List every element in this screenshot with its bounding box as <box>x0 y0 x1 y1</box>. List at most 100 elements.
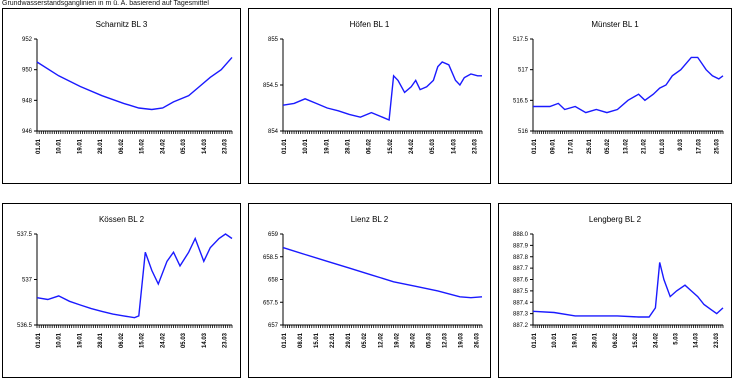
x-tick-label: 23.03 <box>714 332 720 348</box>
y-tick-label: 536.5 <box>17 323 33 329</box>
x-tick-label: 15.02 <box>140 138 146 154</box>
x-tick-label: 05.03 <box>181 332 187 348</box>
x-tick-label: 05.03 <box>181 138 187 154</box>
x-tick-label: 28.01 <box>346 138 352 154</box>
y-tick-label: 537 <box>22 278 33 284</box>
x-tick-label: 5.03 <box>673 332 679 344</box>
y-tick-label: 517 <box>518 68 529 74</box>
x-tick-label: 19.02 <box>394 332 400 348</box>
chart-svg: Lienz BL 2 657 657.5 658 658.5 659 01.01 08.01 1… <box>263 215 483 348</box>
x-tick-label: 19.01 <box>77 138 83 154</box>
x-tick-label: 14.03 <box>451 138 457 154</box>
x-tick-label: 05.03 <box>430 138 436 154</box>
chart-svg: Lengberg BL 2 887.2 887.3 887.4 887.5 887.6 88… <box>513 215 724 348</box>
y-tick-label: 887.9 <box>513 243 529 249</box>
y-tick-label: 887.2 <box>513 323 529 329</box>
x-tick-label: 24.02 <box>160 138 166 154</box>
x-tick-label: 19.03 <box>459 332 465 348</box>
x-tick-label: 15.02 <box>388 138 394 154</box>
x-tick-label: 28.01 <box>98 332 104 348</box>
y-tick-label: 950 <box>22 68 33 74</box>
x-tick-label: 10.01 <box>552 332 558 348</box>
x-tick-label: 01.01 <box>36 332 42 348</box>
x-tick-label: 05.02 <box>362 332 368 348</box>
y-tick-label: 887.8 <box>513 255 529 261</box>
x-tick-label: 14.03 <box>694 332 700 348</box>
x-tick-label: 05.02 <box>605 138 611 154</box>
x-tick-label: 19.01 <box>324 138 330 154</box>
x-tick-label: 01.01 <box>36 138 42 154</box>
x-tick-label: 19.01 <box>572 332 578 348</box>
x-tick-label: 14.03 <box>202 332 208 348</box>
y-tick-label: 952 <box>22 37 33 43</box>
x-tick-label: 24.02 <box>160 332 166 348</box>
x-tick-label: 09.01 <box>550 138 556 154</box>
chart-title: Kössen BL 2 <box>99 215 145 224</box>
series-line <box>532 262 724 318</box>
x-tick-label: 14.03 <box>202 138 208 154</box>
x-tick-label: 01.01 <box>532 332 538 348</box>
y-tick-label: 887.7 <box>513 266 529 272</box>
x-tick-label: 9.03 <box>678 138 684 150</box>
y-tick-label: 887.4 <box>513 300 529 306</box>
chart-title: Münster BL 1 <box>591 20 639 29</box>
x-tick-label: 25.01 <box>587 138 593 154</box>
x-tick-label: 25.03 <box>715 138 721 154</box>
x-tick-label: 13.02 <box>623 138 629 154</box>
x-tick-label: 26.03 <box>475 332 481 348</box>
y-tick-label: 657 <box>268 323 279 329</box>
x-tick-label: 23.03 <box>223 332 229 348</box>
series-line <box>282 246 483 299</box>
x-tick-label: 21.02 <box>642 138 648 154</box>
x-tick-label: 24.02 <box>409 138 415 154</box>
y-tick-label: 948 <box>22 98 33 104</box>
x-tick-label: 23.03 <box>473 138 479 154</box>
x-tick-label: 05.03 <box>426 332 432 348</box>
chart-title: Lengberg BL 2 <box>589 215 642 224</box>
x-tick-label: 10.01 <box>57 138 63 154</box>
y-tick-label: 946 <box>22 129 33 135</box>
x-tick-label: 22.01 <box>330 332 336 348</box>
chart-title: Lienz BL 2 <box>351 215 389 224</box>
x-tick-label: 28.01 <box>98 138 104 154</box>
chart-panel-scharnitz: Scharnitz BL 3 946 948 950 952 01.01 10.01 19.0… <box>2 8 241 184</box>
x-tick-label: 12.02 <box>378 332 384 348</box>
chart-panel-lengberg: Lengberg BL 2 887.2 887.3 887.4 887.5 887.6 88… <box>498 203 732 378</box>
x-tick-label: 06.02 <box>119 332 125 348</box>
x-tick-label: 17.01 <box>569 138 575 154</box>
chart-panel-lienz: Lienz BL 2 657 657.5 658 658.5 659 01.01 08.01 1… <box>248 203 491 378</box>
x-tick-label: 28.01 <box>593 332 599 348</box>
x-tick-label: 10.01 <box>57 332 63 348</box>
y-tick-label: 657.5 <box>263 300 279 306</box>
x-tick-label: 26.02 <box>410 332 416 348</box>
x-tick-label: 01.01 <box>282 138 288 154</box>
x-tick-label: 15.01 <box>314 332 320 348</box>
y-tick-label: 855 <box>268 37 279 43</box>
x-tick-label: 15.02 <box>633 332 639 348</box>
y-tick-label: 659 <box>268 232 279 238</box>
x-tick-label: 10.01 <box>303 138 309 154</box>
x-tick-label: 19.01 <box>77 332 83 348</box>
x-tick-label: 15.02 <box>140 332 146 348</box>
y-tick-label: 854.5 <box>263 83 279 89</box>
chart-title: Höfen BL 1 <box>350 20 390 29</box>
chart-panel-muenster: Münster BL 1 516 516.5 517 517.5 01.01 09.01 17… <box>498 8 732 184</box>
x-tick-label: 29.01 <box>346 332 352 348</box>
chart-svg: Höfen BL 1 854 854.5 855 01.01 10.01 19.01 28.0… <box>263 20 483 154</box>
y-tick-label: 516.5 <box>513 98 529 104</box>
y-tick-label: 887.3 <box>513 312 529 318</box>
x-tick-label: 12.03 <box>442 332 448 348</box>
x-tick-label: 06.02 <box>613 332 619 348</box>
x-tick-label: 23.03 <box>223 138 229 154</box>
chart-panel-hoefen: Höfen BL 1 854 854.5 855 01.01 10.01 19.01 28.0… <box>248 8 491 184</box>
y-tick-label: 516 <box>518 129 529 135</box>
y-tick-label: 887.6 <box>513 278 529 284</box>
series-line <box>533 56 724 114</box>
x-tick-label: 17.03 <box>696 138 702 154</box>
series-line <box>36 233 233 319</box>
figure-caption: Grundwasserstandsganglinien in m ü. A. b… <box>2 0 209 7</box>
chart-title: Scharnitz BL 3 <box>96 20 148 29</box>
x-tick-label: 01.03 <box>660 138 666 154</box>
y-tick-label: 658 <box>268 278 279 284</box>
chart-svg: Scharnitz BL 3 946 948 950 952 01.01 10.01 19.0… <box>22 20 233 154</box>
